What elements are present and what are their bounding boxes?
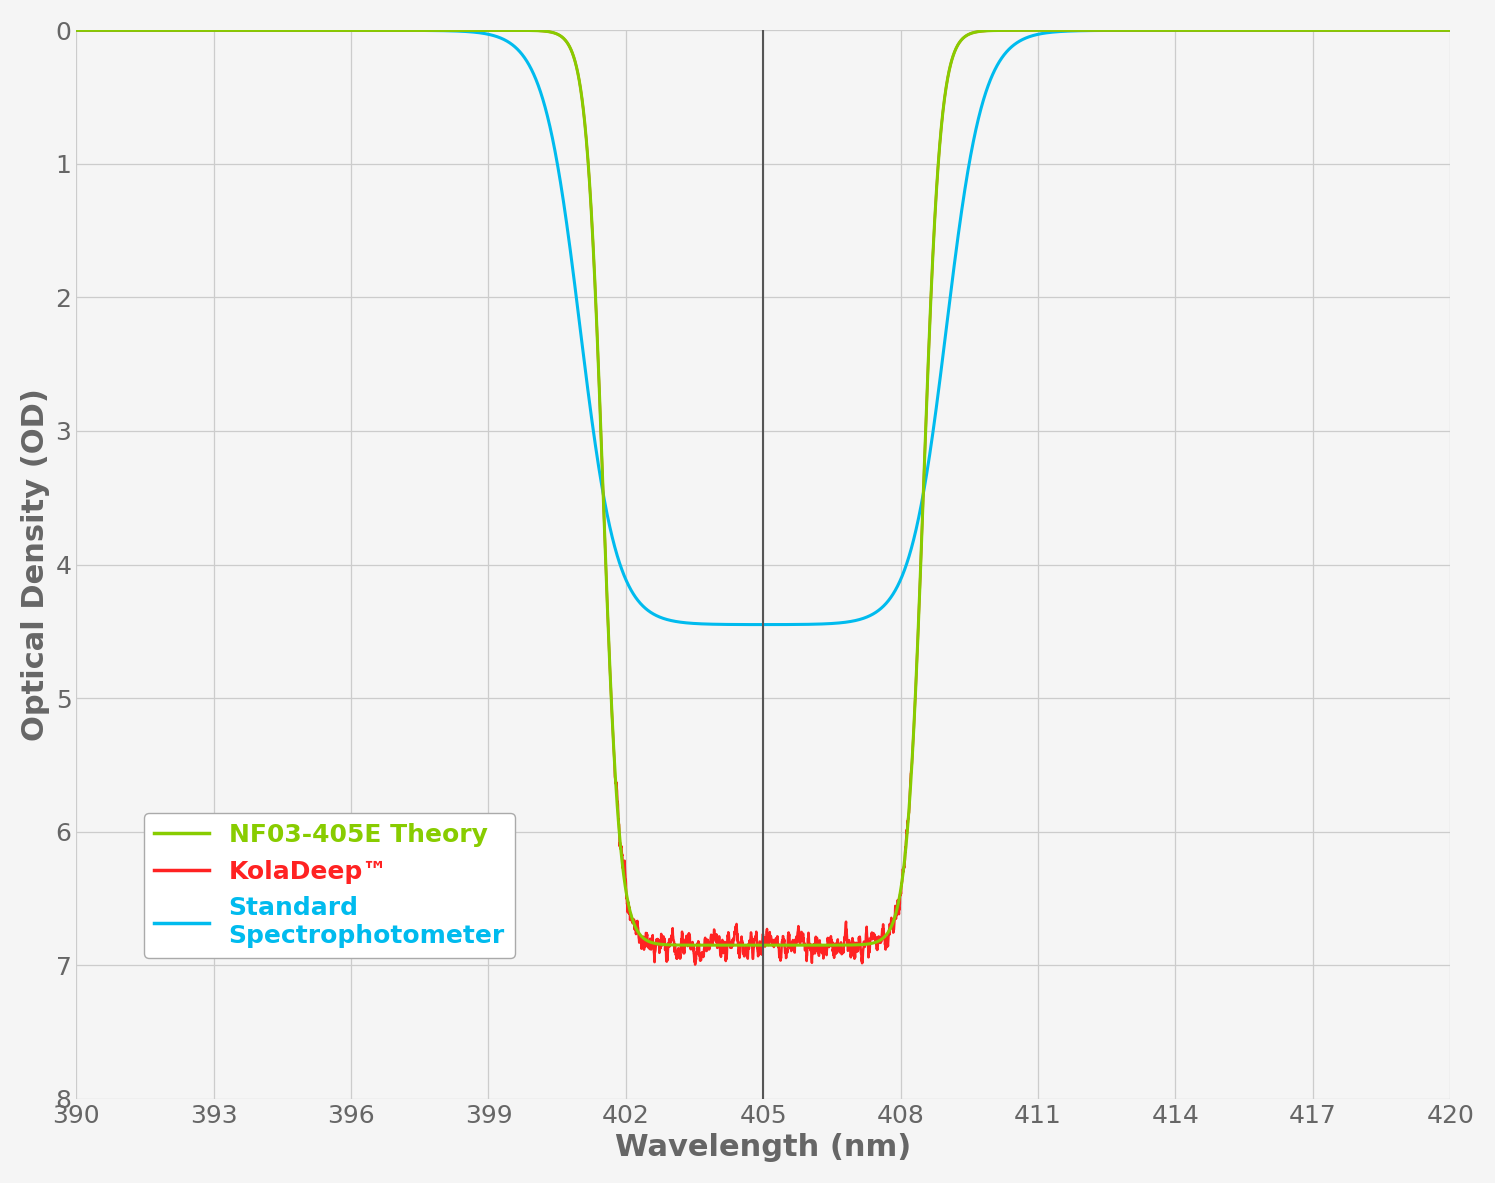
Y-axis label: Optical Density (OD): Optical Density (OD)	[21, 388, 49, 741]
X-axis label: Wavelength (nm): Wavelength (nm)	[614, 1133, 912, 1162]
Legend: NF03-405E Theory, KolaDeep™, Standard
Spectrophotometer: NF03-405E Theory, KolaDeep™, Standard Sp…	[144, 813, 514, 958]
